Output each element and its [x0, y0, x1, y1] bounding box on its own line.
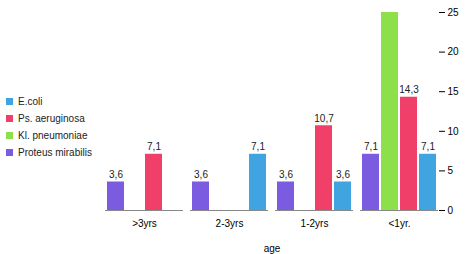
svg-text:15: 15: [448, 86, 460, 97]
svg-text:>3yrs: >3yrs: [132, 218, 157, 229]
svg-text:3,6: 3,6: [336, 169, 350, 180]
svg-text:7,1: 7,1: [364, 141, 378, 152]
svg-text:<1yr.: <1yr.: [389, 218, 411, 229]
svg-text:1-2yrs: 1-2yrs: [301, 218, 329, 229]
svg-text:25: 25: [448, 7, 460, 18]
svg-text:5: 5: [448, 165, 454, 176]
html-text:Ps. aeruginosa: Ps. aeruginosa: [18, 113, 85, 124]
svg-text:7,1: 7,1: [147, 141, 161, 152]
html-text:Kl. pneumoniae: Kl. pneumoniae: [18, 130, 88, 141]
svg-text:2-3yrs: 2-3yrs: [216, 218, 244, 229]
svg-text:20: 20: [448, 46, 460, 57]
svg-text:14,3: 14,3: [399, 84, 419, 95]
svg-text:10,7: 10,7: [314, 113, 334, 124]
svg-text:7,1: 7,1: [251, 141, 265, 152]
html-text:Proteus mirabilis: Proteus mirabilis: [18, 147, 92, 158]
svg-text:3,6: 3,6: [194, 169, 208, 180]
svg-text:10: 10: [448, 126, 460, 137]
svg-text:7,1: 7,1: [421, 141, 435, 152]
html-text:E.coli: E.coli: [18, 96, 43, 107]
svg-text:0: 0: [448, 205, 454, 216]
svg-text:3,6: 3,6: [109, 169, 123, 180]
svg-text:3,6: 3,6: [279, 169, 293, 180]
svg-text:age: age: [264, 243, 281, 254]
